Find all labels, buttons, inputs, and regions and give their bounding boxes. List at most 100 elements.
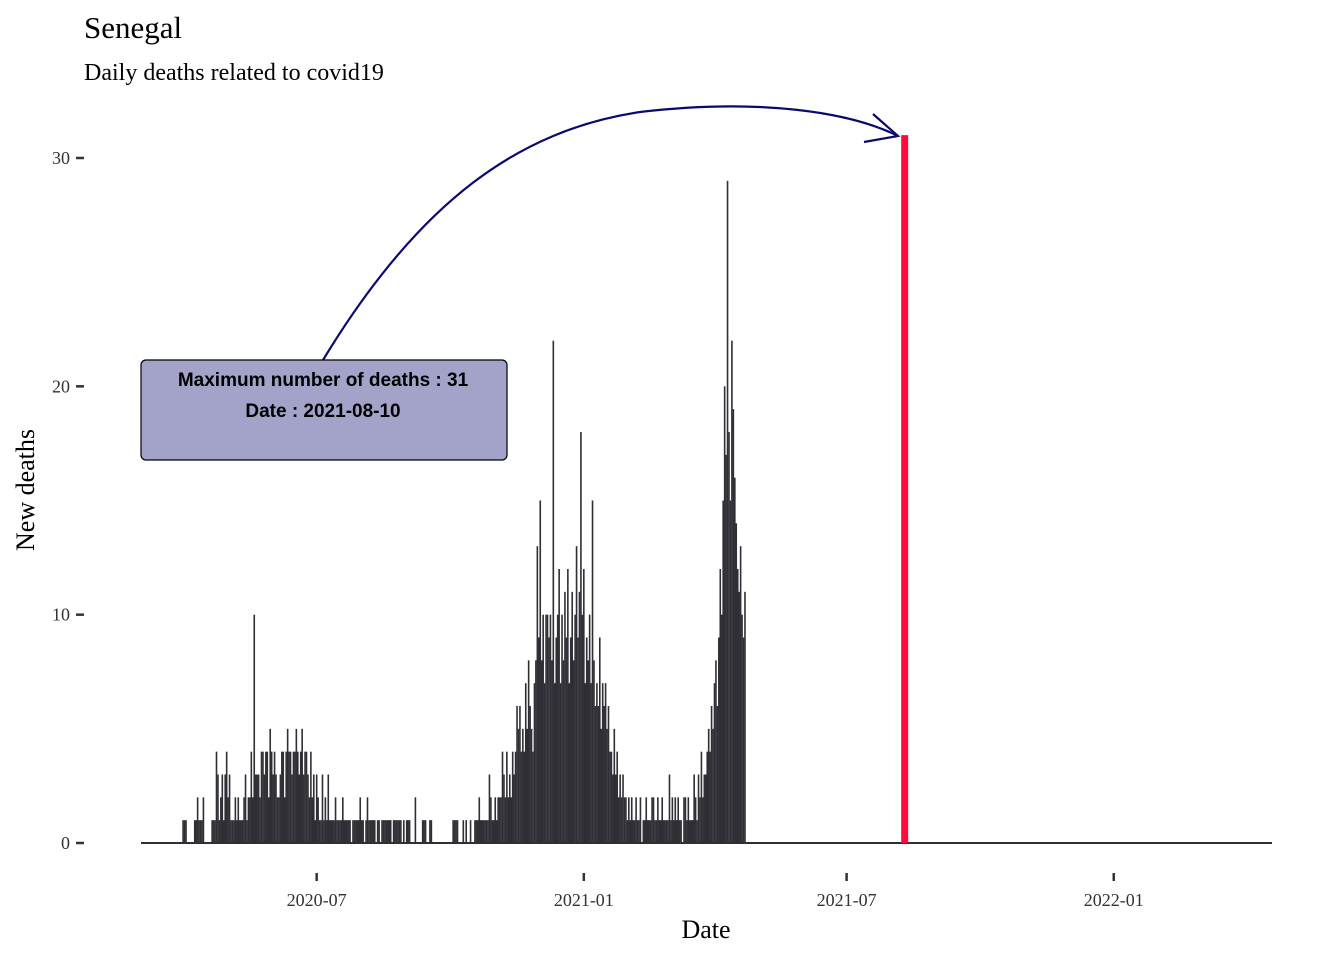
bar — [716, 706, 719, 843]
bar — [581, 614, 584, 843]
bar — [283, 797, 286, 843]
bar — [292, 751, 295, 843]
bar — [635, 797, 637, 843]
bar — [347, 820, 350, 843]
bar — [707, 728, 710, 843]
bar — [735, 523, 738, 843]
bar — [607, 706, 610, 843]
bar — [600, 728, 603, 843]
bar — [553, 683, 556, 843]
bar — [340, 820, 343, 843]
bar — [633, 820, 636, 843]
bar — [652, 797, 655, 843]
bar — [664, 820, 666, 843]
bar — [330, 820, 332, 843]
bar — [673, 820, 675, 843]
bar — [246, 820, 248, 843]
bar — [644, 820, 646, 843]
bar — [414, 797, 417, 843]
bar — [596, 683, 598, 843]
bar — [212, 820, 215, 843]
bar — [622, 774, 624, 843]
bar — [575, 546, 578, 843]
bar — [616, 751, 619, 843]
bar — [305, 751, 308, 843]
bar — [526, 728, 528, 843]
bar — [368, 820, 370, 843]
bar — [256, 774, 258, 843]
bar — [683, 797, 685, 843]
bar — [559, 683, 562, 843]
bar — [593, 660, 595, 843]
bar — [312, 774, 315, 843]
bar — [323, 820, 325, 843]
bar — [228, 774, 231, 843]
bar — [314, 820, 317, 843]
bar — [548, 637, 550, 843]
bar — [578, 591, 581, 843]
bar — [704, 774, 707, 843]
bar — [680, 820, 682, 843]
bar — [552, 340, 555, 843]
bar — [263, 774, 266, 843]
bar — [658, 820, 661, 843]
bar — [198, 820, 200, 843]
bar — [220, 797, 222, 843]
bar — [254, 774, 257, 843]
bar — [506, 751, 508, 843]
bar — [272, 774, 274, 843]
bar — [689, 820, 691, 843]
bar — [706, 751, 709, 843]
bar — [613, 728, 616, 843]
bar — [400, 820, 402, 843]
bar — [597, 706, 600, 843]
bar — [326, 820, 328, 843]
bar — [373, 820, 376, 843]
bar — [501, 751, 504, 843]
bar — [638, 820, 640, 843]
bar — [564, 591, 566, 843]
bar — [369, 820, 372, 843]
y-tick-label: 10 — [52, 605, 70, 625]
bar — [278, 797, 280, 843]
bar — [291, 774, 293, 843]
bar — [421, 820, 424, 843]
bar — [217, 774, 219, 843]
x-tick-label: 2021-01 — [554, 890, 614, 910]
bar — [311, 797, 314, 843]
bar — [395, 820, 398, 843]
bar — [659, 820, 662, 843]
bar — [240, 820, 242, 843]
bar — [327, 774, 330, 843]
bar — [295, 728, 298, 843]
bar — [193, 820, 196, 843]
bar — [342, 797, 344, 843]
bar — [484, 820, 486, 843]
bar — [462, 820, 465, 843]
bar — [482, 820, 485, 843]
bar — [359, 797, 362, 843]
bar — [479, 820, 482, 843]
bar — [584, 683, 587, 843]
bar — [629, 820, 632, 843]
bar — [533, 683, 536, 843]
bar — [334, 797, 337, 843]
bar — [331, 820, 334, 843]
bar — [301, 728, 303, 843]
bar — [262, 751, 264, 843]
bar — [381, 820, 383, 843]
bar — [636, 820, 639, 843]
bar — [356, 820, 359, 843]
bar — [388, 820, 391, 843]
bar — [590, 683, 592, 843]
bar — [392, 820, 395, 843]
bar — [583, 569, 585, 843]
bar — [387, 820, 389, 843]
bar — [545, 614, 547, 843]
bar — [355, 820, 357, 843]
bar — [307, 774, 309, 843]
bar — [260, 751, 263, 843]
bar — [243, 797, 245, 843]
bar — [408, 820, 411, 843]
bar — [632, 820, 634, 843]
